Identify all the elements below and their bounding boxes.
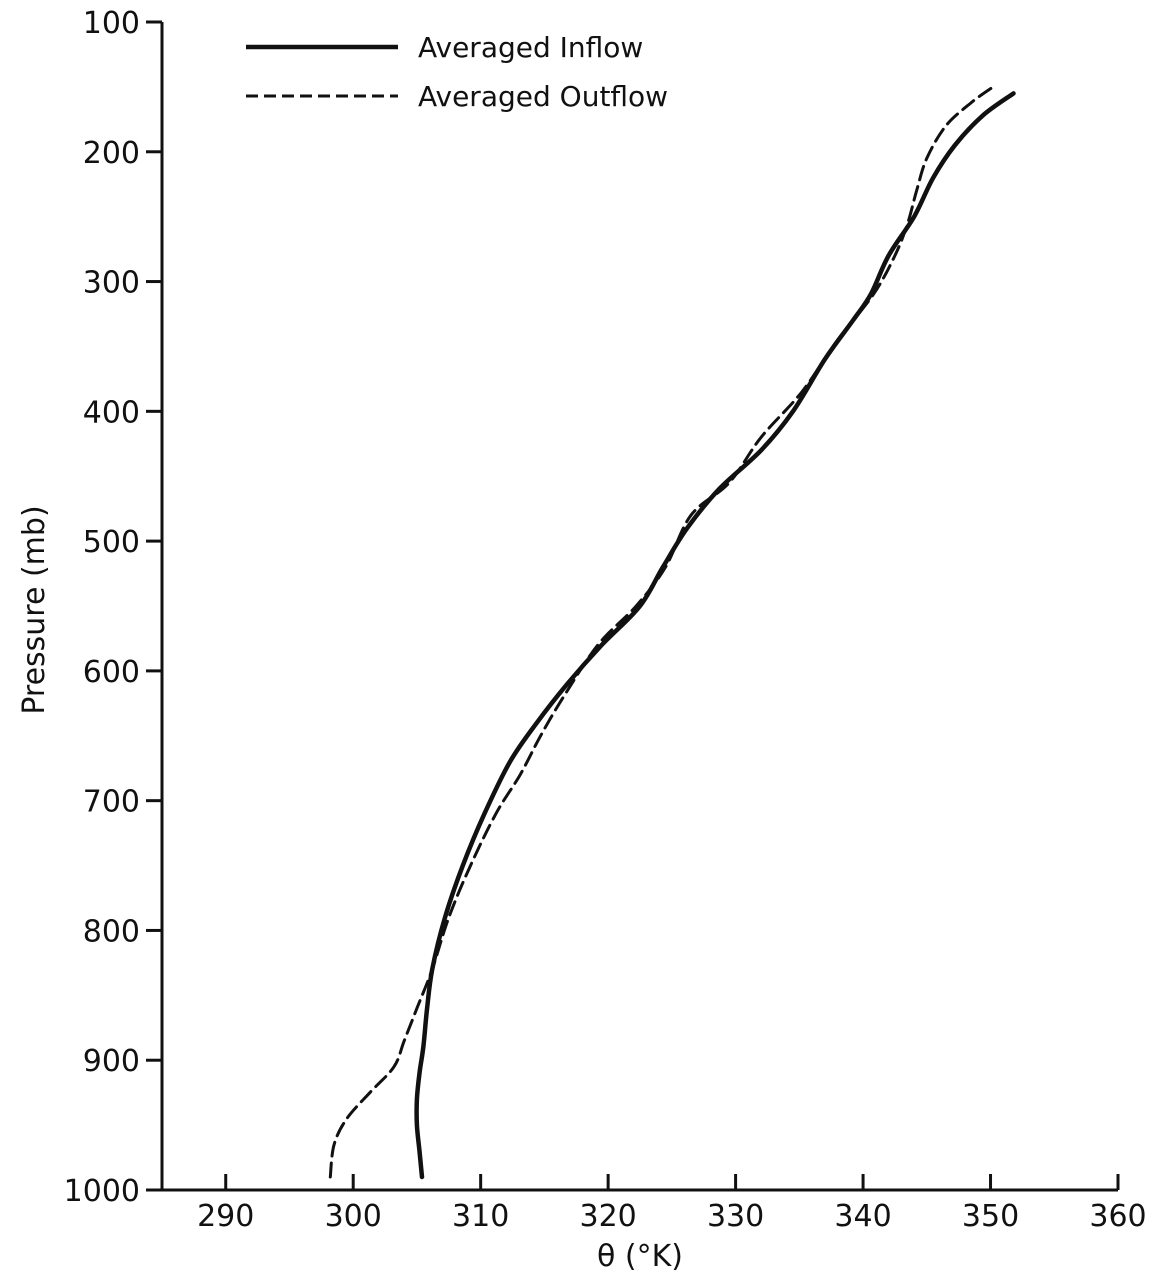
x-tick-label: 310 [452,1199,509,1234]
x-axis-title: θ (°K) [597,1239,683,1274]
y-tick-label: 900 [83,1044,140,1079]
legend-label-averaged-inflow: Averaged Inflow [418,31,643,64]
y-tick-label: 700 [83,785,140,820]
x-tick-label: 330 [707,1199,764,1234]
y-tick-label: 500 [83,525,140,560]
series-layer [328,85,1016,1180]
x-tick-label: 360 [1089,1199,1146,1234]
x-tick-label: 320 [580,1199,637,1234]
y-tick-label: 200 [83,136,140,171]
series-line-averaged-outflow [328,85,995,1179]
legend: Averaged Inflow Averaged Outflow [246,31,668,113]
y-tick-label: 1000 [64,1174,140,1209]
y-tick-label: 100 [83,6,140,41]
legend-label-averaged-outflow: Averaged Outflow [418,80,668,113]
x-tick-label: 350 [962,1199,1019,1234]
y-tick-label: 600 [83,655,140,690]
y-axis-title: Pressure (mb) [17,505,52,714]
y-tick-label: 800 [83,914,140,949]
x-tick-label: 340 [834,1199,891,1234]
y-tick-label: 400 [83,395,140,430]
x-tick-label: 290 [197,1199,254,1234]
y-ticks: 100 200 300 400 500 600 700 800 900 1000 [64,6,162,1209]
y-tick-label: 300 [83,266,140,301]
series-line-averaged-inflow [414,91,1016,1180]
axes [160,22,1118,1192]
x-ticks: 290 300 310 320 330 340 350 360 [197,1174,1147,1234]
x-tick-label: 300 [325,1199,382,1234]
